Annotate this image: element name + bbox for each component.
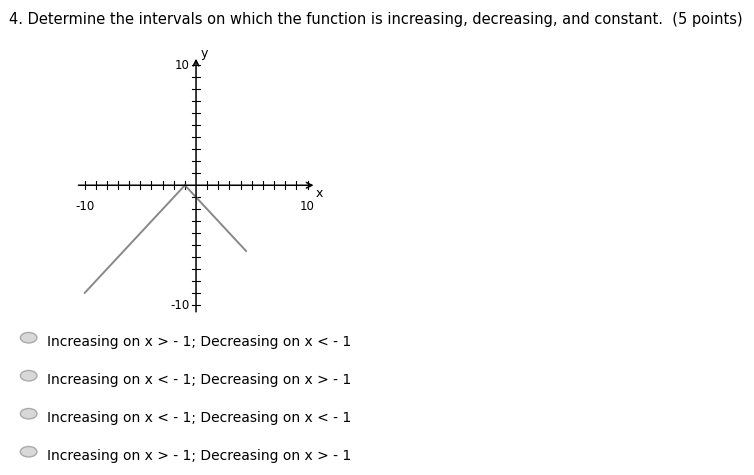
Text: 10: 10: [300, 200, 315, 213]
Text: Increasing on x < - 1; Decreasing on x > - 1: Increasing on x < - 1; Decreasing on x >…: [47, 373, 351, 388]
Text: Increasing on x > - 1; Decreasing on x > - 1: Increasing on x > - 1; Decreasing on x >…: [47, 449, 351, 464]
Text: 10: 10: [174, 59, 189, 72]
Text: -10: -10: [170, 298, 189, 312]
Text: 4. Determine the intervals on which the function is increasing, decreasing, and : 4. Determine the intervals on which the …: [9, 12, 743, 27]
Text: x: x: [316, 187, 323, 200]
Text: Increasing on x < - 1; Decreasing on x < - 1: Increasing on x < - 1; Decreasing on x <…: [47, 411, 351, 426]
Text: Increasing on x > - 1; Decreasing on x < - 1: Increasing on x > - 1; Decreasing on x <…: [47, 335, 351, 350]
Text: y: y: [201, 47, 208, 60]
Text: -10: -10: [75, 200, 94, 213]
